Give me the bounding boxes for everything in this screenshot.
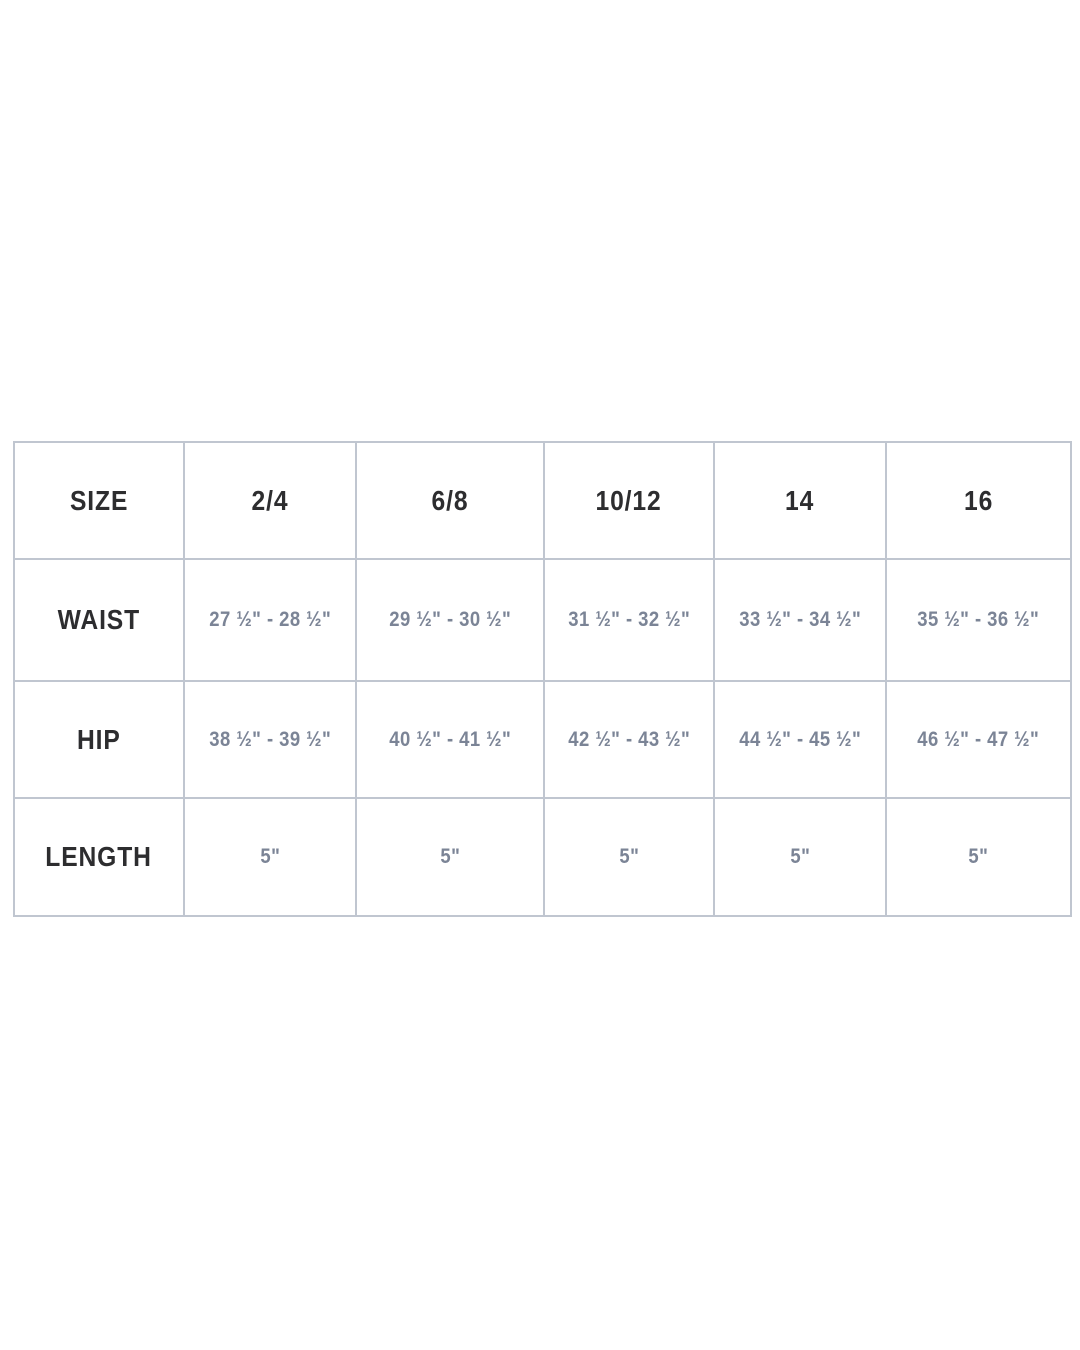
length-value-size-14-text: 5" bbox=[790, 845, 810, 868]
length-value-size-2-4-text: 5" bbox=[260, 845, 280, 868]
table-row-waist: WAIST 27 ½" - 28 ½" 29 ½" - 30 ½" 31 ½" … bbox=[13, 558, 1072, 682]
row-label-length: LENGTH bbox=[13, 797, 185, 917]
column-header-10-12-label: 10/12 bbox=[595, 484, 663, 516]
hip-value-size-6-8: 40 ½" - 41 ½" bbox=[355, 680, 545, 799]
column-header-14-label: 14 bbox=[785, 484, 815, 516]
waist-value-size-10-12: 31 ½" - 32 ½" bbox=[543, 558, 715, 682]
table-row-length: LENGTH 5" 5" 5" 5" 5" bbox=[13, 797, 1072, 917]
row-label-waist: WAIST bbox=[13, 558, 185, 682]
column-header-14: 14 bbox=[713, 441, 887, 560]
column-header-16: 16 bbox=[885, 441, 1072, 560]
waist-value-size-14: 33 ½" - 34 ½" bbox=[713, 558, 887, 682]
waist-value-size-16: 35 ½" - 36 ½" bbox=[885, 558, 1072, 682]
length-value-size-6-8: 5" bbox=[355, 797, 545, 917]
waist-value-size-6-8-text: 29 ½" - 30 ½" bbox=[389, 608, 511, 631]
size-chart-table: SIZE 2/4 6/8 10/12 14 16 WAIST 27 ½" - 2… bbox=[13, 441, 1072, 917]
row-label-waist-text: WAIST bbox=[57, 604, 141, 635]
hip-value-size-6-8-text: 40 ½" - 41 ½" bbox=[389, 727, 511, 751]
column-header-16-label: 16 bbox=[963, 484, 994, 516]
length-value-size-2-4: 5" bbox=[183, 797, 357, 917]
column-header-6-8: 6/8 bbox=[355, 441, 545, 560]
size-header-row: SIZE 2/4 6/8 10/12 14 16 bbox=[13, 441, 1072, 560]
column-header-6-8-label: 6/8 bbox=[431, 484, 469, 516]
column-header-size: SIZE bbox=[13, 441, 185, 560]
hip-value-size-14-text: 44 ½" - 45 ½" bbox=[739, 727, 861, 751]
length-value-size-16-text: 5" bbox=[968, 845, 989, 868]
length-value-size-10-12: 5" bbox=[543, 797, 715, 917]
column-header-2-4: 2/4 bbox=[183, 441, 357, 560]
waist-value-size-2-4: 27 ½" - 28 ½" bbox=[183, 558, 357, 682]
hip-value-size-10-12-text: 42 ½" - 43 ½" bbox=[568, 727, 690, 751]
length-value-size-6-8-text: 5" bbox=[440, 845, 460, 868]
row-label-hip-text: HIP bbox=[77, 723, 121, 755]
column-header-2-4-label: 2/4 bbox=[251, 484, 289, 516]
hip-value-size-10-12: 42 ½" - 43 ½" bbox=[543, 680, 715, 799]
hip-value-size-14: 44 ½" - 45 ½" bbox=[713, 680, 887, 799]
length-value-size-10-12-text: 5" bbox=[619, 845, 639, 868]
table-row-hip: HIP 38 ½" - 39 ½" 40 ½" - 41 ½" 42 ½" - … bbox=[13, 680, 1072, 799]
hip-value-size-2-4-text: 38 ½" - 39 ½" bbox=[209, 727, 331, 751]
length-value-size-16: 5" bbox=[885, 797, 1072, 917]
row-label-length-text: LENGTH bbox=[45, 841, 153, 872]
column-header-size-label: SIZE bbox=[69, 484, 129, 516]
waist-value-size-14-text: 33 ½" - 34 ½" bbox=[739, 608, 861, 631]
waist-value-size-10-12-text: 31 ½" - 32 ½" bbox=[568, 608, 690, 631]
hip-value-size-16: 46 ½" - 47 ½" bbox=[885, 680, 1072, 799]
hip-value-size-2-4: 38 ½" - 39 ½" bbox=[183, 680, 357, 799]
column-header-10-12: 10/12 bbox=[543, 441, 715, 560]
waist-value-size-2-4-text: 27 ½" - 28 ½" bbox=[209, 608, 331, 631]
waist-value-size-6-8: 29 ½" - 30 ½" bbox=[355, 558, 545, 682]
row-label-hip: HIP bbox=[13, 680, 185, 799]
hip-value-size-16-text: 46 ½" - 47 ½" bbox=[917, 727, 1040, 751]
length-value-size-14: 5" bbox=[713, 797, 887, 917]
waist-value-size-16-text: 35 ½" - 36 ½" bbox=[917, 608, 1040, 631]
